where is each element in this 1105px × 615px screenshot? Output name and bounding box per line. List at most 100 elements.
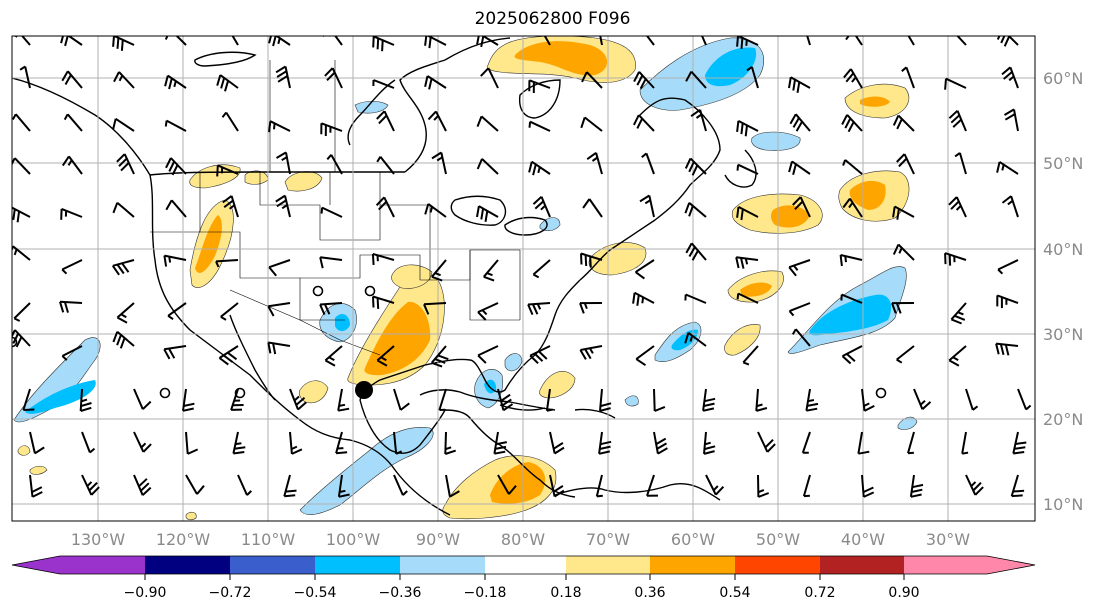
wind-barb-feather [736, 120, 740, 133]
wind-barb-feather [891, 302, 897, 314]
wind-barb-shaft [703, 431, 707, 454]
wind-barb-shaft [283, 474, 291, 497]
negative-anomaly-region [504, 353, 523, 372]
wind-barb-feather [736, 36, 739, 47]
wind-barb-shaft [690, 242, 707, 261]
wind-barb-feather [892, 115, 900, 126]
wind-barb-feather [338, 493, 350, 498]
wind-barb-shaft [844, 159, 863, 175]
wind-barb-feather [703, 450, 715, 455]
wind-barb-feather [324, 67, 334, 77]
wind-barb-feather [641, 152, 648, 158]
wind-barb-feather [851, 76, 857, 83]
wind-barb-feather [376, 38, 380, 50]
wind-barb-shaft [426, 75, 447, 89]
wind-barb-shaft [842, 345, 863, 357]
wind-barb-feather [323, 303, 331, 315]
wind-barb-feather [842, 159, 847, 166]
wind-barb-feather [740, 257, 745, 269]
wind-barb-feather [431, 361, 443, 368]
wind-barb-shaft [68, 155, 83, 175]
wind-barb-feather [844, 255, 847, 263]
wind-barb-feather [948, 359, 960, 367]
wind-barb-shaft [945, 77, 967, 89]
wind-barb-shaft [1013, 109, 1019, 132]
wind-barb-shaft [167, 302, 187, 317]
wind-barb-feather [281, 156, 288, 162]
wind-barb-shaft [289, 431, 293, 454]
wind-barb-feather [113, 71, 120, 83]
wind-barb-feather [691, 164, 699, 176]
wind-barb-feather [688, 161, 695, 173]
wind-barb-feather [1004, 113, 1016, 121]
lon-label: 70°W [586, 530, 630, 549]
latitude-labels: 60°N 50°N 40°N 30°N 20°N 10°N [1043, 69, 1083, 514]
wind-barb-feather [378, 201, 388, 211]
wind-barb-feather [61, 70, 69, 82]
wind-barb-feather [61, 268, 68, 275]
wind-barb-shaft [529, 345, 551, 357]
wind-barb-shaft [737, 292, 759, 304]
wind-barb-feather [896, 118, 903, 130]
wind-barb-feather [589, 347, 594, 354]
wind-barb-feather [792, 163, 797, 176]
wind-barb-shaft [913, 388, 924, 410]
wind-barb-feather [591, 156, 598, 162]
wind-barb-feather [639, 194, 650, 203]
wind-barb-feather [291, 445, 298, 451]
wind-barb-feather [715, 486, 725, 496]
wind-barb-feather [1013, 489, 1025, 493]
wind-barb-feather [297, 401, 307, 411]
wind-barb-feather [268, 36, 272, 44]
wind-barb-shaft [321, 206, 343, 218]
map-frame [11, 35, 1036, 522]
wind-barb-shaft [289, 388, 299, 410]
wind-barb-shaft [274, 36, 291, 46]
wind-barb-shaft [702, 388, 707, 411]
wind-barb-feather [116, 316, 128, 324]
wind-barb-shaft [220, 302, 239, 318]
wind-barb-shaft [955, 196, 967, 218]
wind-barb-feather [476, 158, 483, 170]
wind-barb-feather [196, 485, 205, 495]
wind-barb-feather [275, 151, 287, 159]
wind-barb-feather [997, 268, 1004, 275]
positive-anomaly-region [17, 445, 31, 456]
wind-barb-feather [120, 39, 124, 51]
wind-barb-feather [80, 402, 92, 408]
wind-barb-feather [142, 400, 152, 410]
positive-anomaly-region [588, 242, 647, 276]
wind-barb-feather [163, 255, 168, 267]
wind-barb-feather [843, 68, 852, 79]
colorbar-segment [315, 556, 400, 574]
wind-barb-shaft [965, 474, 977, 496]
wind-barb-shaft [595, 474, 603, 497]
negative-anomaly-core [335, 314, 350, 332]
wind-barb-feather [486, 272, 493, 277]
wind-barb-shaft [543, 36, 551, 46]
wind-barb-feather [684, 332, 690, 344]
wind-barb-shaft [423, 302, 447, 306]
wind-barb-shaft [230, 388, 239, 411]
wind-barb-feather [63, 301, 69, 313]
wind-barb-feather [436, 156, 443, 162]
wind-barb-feather [222, 354, 234, 363]
wind-barb-feather [632, 292, 636, 304]
wind-barb-feather [1001, 195, 1012, 204]
wind-barb-feather [588, 23, 598, 29]
wind-barb-shaft [480, 115, 499, 132]
wind-barb-feather [481, 309, 488, 316]
wind-barb-feather [546, 408, 554, 412]
wind-barb-feather [60, 36, 65, 44]
wind-barb-feather [638, 28, 641, 33]
wind-barb-feather [641, 297, 645, 304]
colorbar-tick-label: 0.72 [804, 585, 835, 601]
wind-barb-feather [712, 485, 719, 491]
wind-barb-shaft [218, 345, 239, 359]
wind-barb-shaft [438, 388, 447, 411]
wind-barb-shaft [15, 113, 31, 132]
wind-barb-shaft [61, 207, 83, 218]
wind-barb-feather [381, 40, 384, 52]
wind-barb-feather [227, 351, 238, 361]
